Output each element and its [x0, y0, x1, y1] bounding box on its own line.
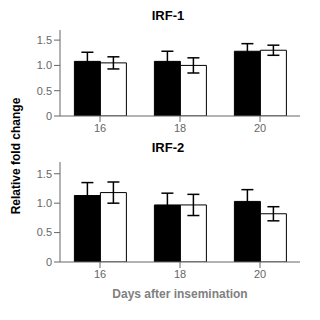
svg-text:18: 18	[174, 268, 186, 280]
svg-text:0.5: 0.5	[37, 85, 52, 97]
svg-text:20: 20	[254, 122, 266, 134]
svg-text:16: 16	[94, 268, 106, 280]
html-text:IRF-2: IRF-2	[151, 140, 185, 155]
svg-text:20: 20	[254, 268, 266, 280]
svg-text:1.0: 1.0	[37, 59, 52, 71]
svg-text:0.5: 0.5	[37, 226, 52, 238]
svg-text:1.0: 1.0	[37, 197, 52, 209]
svg-text:1.5: 1.5	[37, 168, 52, 180]
svg-text:1.5: 1.5	[37, 34, 52, 46]
svg-text:16: 16	[94, 122, 106, 134]
svg-text:Relative fold change: Relative fold change	[9, 97, 23, 214]
svg-text:18: 18	[174, 122, 186, 134]
svg-text:0: 0	[46, 110, 52, 122]
svg-text:Days after insemination: Days after insemination	[112, 287, 247, 301]
svg-text:0: 0	[46, 256, 52, 268]
html-text:IRF-1: IRF-1	[151, 8, 185, 23]
